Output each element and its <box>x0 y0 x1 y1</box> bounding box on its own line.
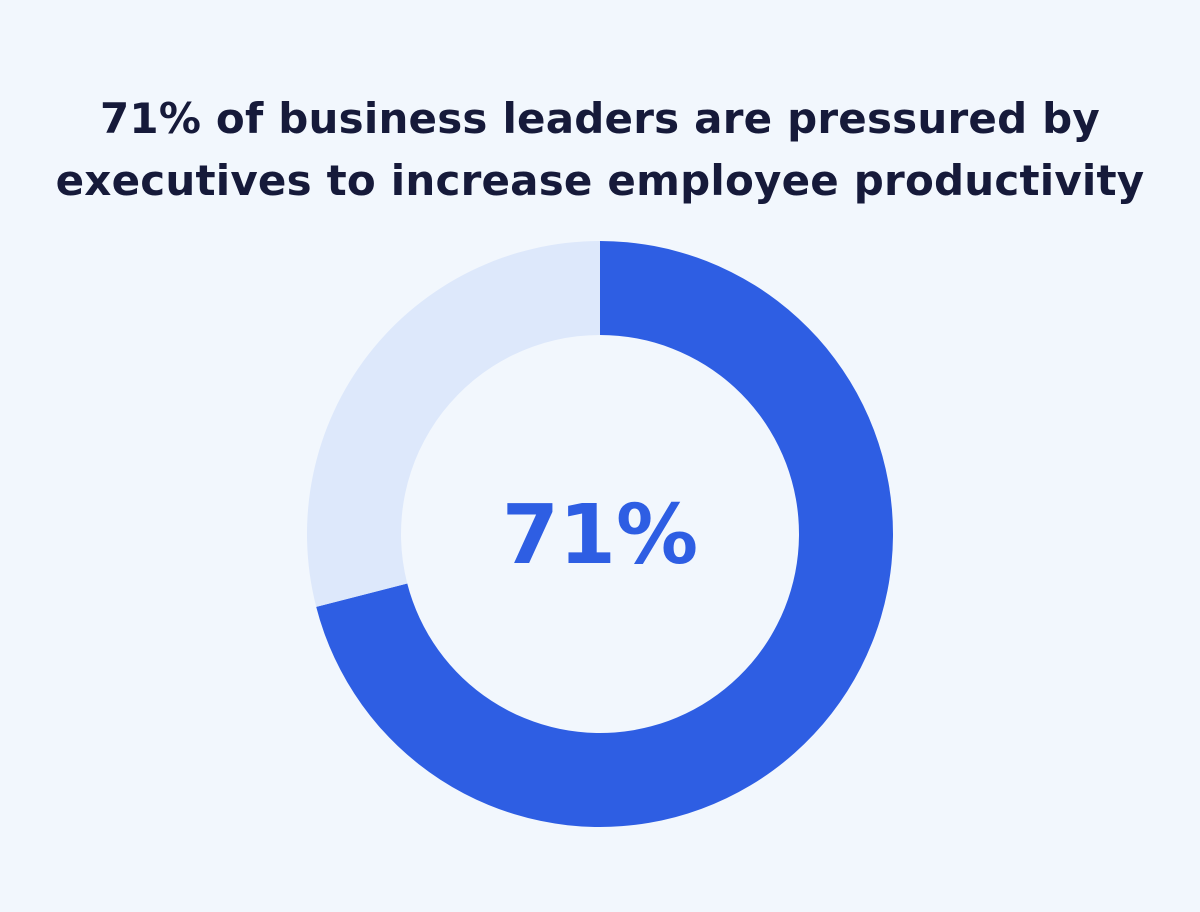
chart-title: 71% of business leaders are pressured by… <box>0 88 1200 212</box>
donut-slice-remainder <box>307 241 600 607</box>
donut-center-label: 71% <box>502 488 698 583</box>
chart-title-line-2: executives to increase employee producti… <box>55 156 1145 205</box>
donut-slice-highlighted <box>316 241 893 827</box>
chart-title-line-1: 71% of business leaders are pressured by <box>99 94 1101 143</box>
